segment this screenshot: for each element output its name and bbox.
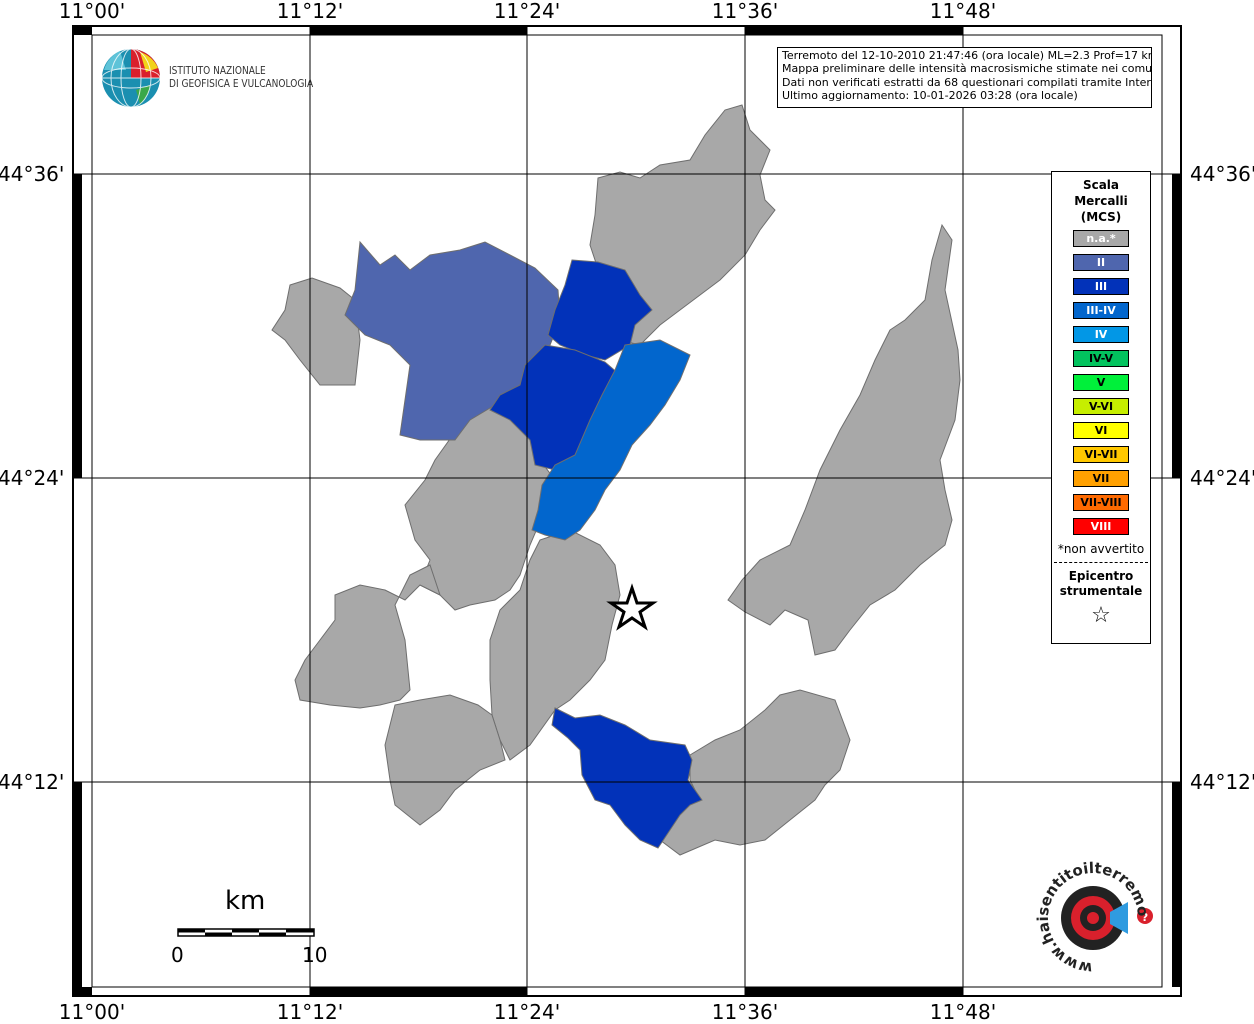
lon-label-bottom-2: 11°12': [276, 1000, 344, 1024]
scale-min-label: 0: [171, 943, 184, 967]
legend-title-line3: (MCS): [1080, 210, 1122, 224]
legend-epicentre-line1: Epicentro: [1068, 569, 1134, 583]
lat-label-left-1: 44°36': [0, 162, 65, 186]
legend-item: IV-V: [1073, 350, 1129, 367]
legend-item: VIII: [1073, 518, 1129, 535]
lat-label-right-2: 44°24': [1190, 466, 1254, 490]
legend-item: n.a.*: [1073, 230, 1129, 247]
municipality-intensity-iii-iv: [531, 339, 691, 541]
municipality-southwest-1: [294, 564, 441, 709]
event-info-line3: Dati non verificati estratti da 68 quest…: [782, 75, 1152, 89]
legend-items: n.a.* II III III-IV IV IV-V V V-VI VI VI-VII VII VI…: [1052, 230, 1150, 535]
map-frame: [72, 25, 1182, 997]
lon-label-top-2: 11°12': [276, 0, 344, 23]
municipality-southwest-2: [384, 694, 506, 826]
lon-label-top-1: 11°00': [58, 0, 126, 23]
graticule: [73, 26, 1181, 996]
scale-unit: km: [225, 886, 266, 916]
lon-label-top-3: 11°24': [493, 0, 561, 23]
event-info-line2: Mappa preliminare delle intensità macros…: [782, 62, 1152, 76]
svg-text:?: ?: [1142, 911, 1148, 924]
event-info-line1: Terremoto del 12-10-2010 21:47:46 (ora l…: [782, 49, 1152, 62]
ingv-name-line1: ISTITUTO NAZIONALE: [169, 64, 266, 77]
scale-max-label: 10: [302, 943, 328, 967]
legend-item: VI: [1073, 422, 1129, 439]
legend-item: II: [1073, 254, 1129, 271]
legend-item: IV: [1073, 326, 1129, 343]
lon-label-bottom-5: 11°48': [929, 1000, 997, 1024]
frame-ticks: [73, 26, 1181, 996]
legend-title-line2: Mercalli: [1074, 194, 1128, 208]
lon-label-bottom-4: 11°36': [711, 1000, 779, 1024]
legend-title-line1: Scala: [1082, 178, 1120, 192]
ingv-name-line2: DI GEOFISICA E VULCANOLOGIA: [169, 77, 314, 90]
legend-epicentre-line2: strumentale: [1059, 584, 1143, 598]
haisentito-logo: ?: [1061, 886, 1153, 950]
event-info-box: Terremoto del 12-10-2010 21:47:46 (ora l…: [777, 47, 1152, 108]
legend-item: V-VI: [1073, 398, 1129, 415]
ingv-logo: [101, 48, 161, 108]
legend-title: Scala Mercalli (MCS): [1052, 177, 1150, 225]
legend: Scala Mercalli (MCS) n.a.* II III III-IV IV I…: [1051, 171, 1151, 644]
lon-label-top-4: 11°36': [711, 0, 779, 23]
municipality-east-large: [727, 223, 961, 656]
lon-label-top-5: 11°48': [929, 0, 997, 23]
municipality-intensity-iii-south: [551, 707, 703, 849]
municipality-west: [271, 277, 361, 386]
legend-item: V: [1073, 374, 1129, 391]
legend-note: *non avvertito: [1057, 542, 1145, 556]
event-info-line4: Ultimo aggiornamento: 10-01-2026 03:28 (…: [782, 89, 1078, 103]
lat-label-right-1: 44°36': [1190, 162, 1254, 186]
lon-label-bottom-3: 11°24': [493, 1000, 561, 1024]
lat-label-right-3: 44°12': [1190, 770, 1254, 794]
municipality-south-center: [489, 529, 621, 761]
legend-item: VII-VIII: [1073, 494, 1129, 511]
lat-label-left-2: 44°24': [0, 466, 65, 490]
legend-item: III: [1073, 278, 1129, 295]
ingv-name: ISTITUTO NAZIONALE DI GEOFISICA E VULCAN…: [169, 64, 313, 90]
legend-item: VII: [1073, 470, 1129, 487]
municipalities-na: [271, 104, 961, 856]
epicentre-star: [606, 583, 658, 631]
legend-item: VI-VII: [1073, 446, 1129, 463]
lon-label-bottom-1: 11°00': [58, 1000, 126, 1024]
municipality-intensity-iii-north: [547, 259, 653, 361]
legend-star-icon: ☆: [1091, 603, 1111, 628]
lat-label-left-3: 44°12': [0, 770, 65, 794]
map-inner-frame: [91, 34, 1163, 988]
legend-separator: [1054, 562, 1148, 563]
legend-epicentre-label: Epicentro strumentale: [1052, 569, 1150, 599]
legend-item: III-IV: [1073, 302, 1129, 319]
scale-bar: [177, 928, 315, 937]
